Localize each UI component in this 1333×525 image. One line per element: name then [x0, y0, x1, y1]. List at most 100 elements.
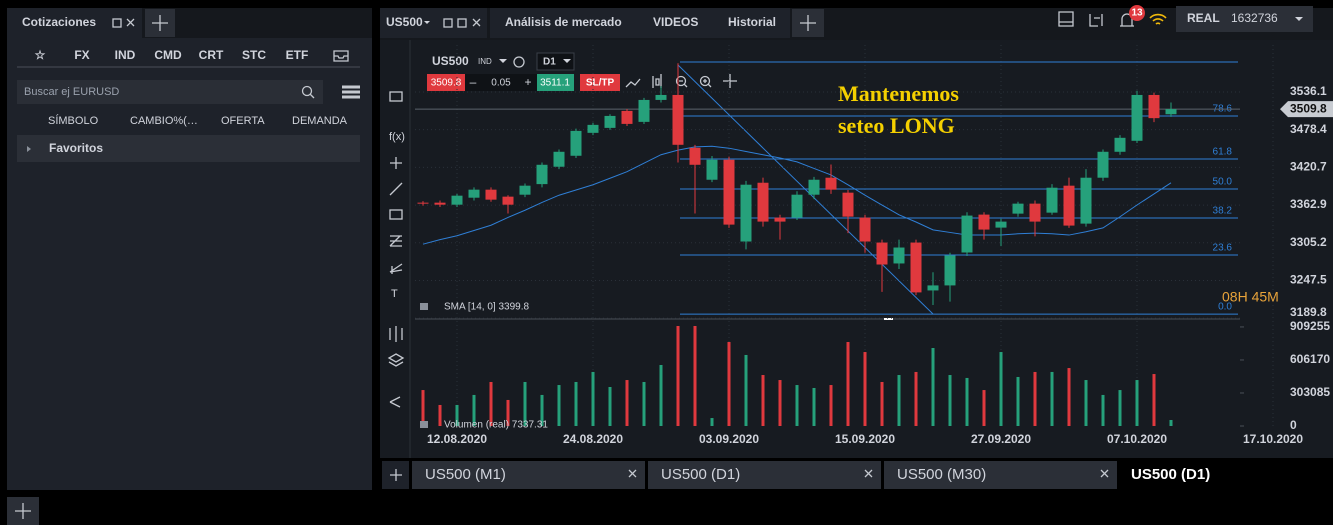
- lot-plus[interactable]: +: [524, 75, 531, 89]
- popout-icon[interactable]: [443, 18, 453, 28]
- ask: 3511.1: [540, 78, 570, 89]
- tool-icon[interactable]: [389, 91, 403, 102]
- chart-tab-label: US500 (D1): [1131, 466, 1210, 483]
- chart-tab[interactable]: [412, 461, 645, 489]
- candle-body: [1165, 109, 1177, 115]
- quotes-tab[interactable]: [7, 8, 142, 38]
- fib-label: 50.0: [1213, 177, 1233, 188]
- tool-icon[interactable]: [389, 326, 403, 342]
- volume-bar: [421, 390, 425, 426]
- volume-bar: [608, 386, 612, 426]
- tool-icon[interactable]: [390, 157, 402, 169]
- lot-box: [465, 74, 537, 91]
- nav-item[interactable]: VIDEOS: [653, 15, 698, 29]
- candle-body: [927, 285, 939, 291]
- candle-body: [1080, 177, 1092, 224]
- copy-icon[interactable]: [457, 18, 467, 28]
- timer: 08H 45M: [1222, 289, 1279, 305]
- volume-bar: [659, 364, 663, 426]
- nav-bar: [490, 8, 790, 38]
- candle-body: [1029, 203, 1041, 222]
- tool-icon[interactable]: [389, 263, 403, 274]
- lot-minus[interactable]: –: [470, 75, 477, 89]
- candle-icon[interactable]: [652, 74, 662, 88]
- asset-tab[interactable]: IND: [115, 48, 136, 62]
- share-icon[interactable]: [389, 396, 401, 408]
- tool-function[interactable]: f(x): [389, 131, 405, 143]
- popout-icon[interactable]: [112, 18, 122, 28]
- close-icon[interactable]: [126, 18, 135, 27]
- wifi-icon: [1149, 13, 1167, 25]
- candle-body: [757, 182, 769, 222]
- volume-bar: [914, 371, 918, 426]
- account-box[interactable]: [1176, 6, 1313, 32]
- layout-icon[interactable]: [1058, 11, 1074, 27]
- chart-symbol: US500: [432, 54, 469, 68]
- nav-item[interactable]: Historial: [728, 15, 776, 29]
- volume-bar: [982, 390, 986, 426]
- tool-icon[interactable]: [389, 182, 403, 196]
- volume-bar: [1067, 368, 1071, 426]
- candle-body: [621, 110, 633, 124]
- list-icon[interactable]: [342, 85, 360, 99]
- line-chart-icon[interactable]: [625, 78, 641, 88]
- fib-label: 61.8: [1213, 147, 1233, 158]
- volume-bar: [761, 375, 765, 426]
- asset-tab[interactable]: FX: [74, 48, 89, 62]
- zoom-out[interactable]: [675, 75, 687, 87]
- info-icon[interactable]: [513, 56, 525, 68]
- chart-tab[interactable]: [380, 8, 487, 38]
- tool-text[interactable]: T: [391, 288, 398, 300]
- last-price-label: 3509.8: [1290, 101, 1327, 115]
- candle-body: [570, 130, 582, 156]
- candle-body: [1063, 185, 1075, 226]
- search-box[interactable]: [17, 80, 323, 104]
- zoom-in[interactable]: [699, 75, 711, 87]
- volume-bar: [778, 380, 782, 426]
- candle-body: [944, 255, 956, 286]
- buy-button[interactable]: [537, 74, 574, 91]
- chart-tab-label: US500 (D1): [661, 466, 740, 483]
- volume-bar: [540, 394, 544, 426]
- asset-tab[interactable]: CMD: [154, 48, 182, 62]
- timeframe-box[interactable]: [536, 52, 575, 71]
- asset-tab[interactable]: ☆: [35, 48, 46, 62]
- volume-bar: [472, 394, 476, 426]
- timeframe: D1: [543, 57, 556, 68]
- search-icon[interactable]: [301, 85, 313, 97]
- volume-bar: [676, 325, 680, 426]
- asset-tab[interactable]: STC: [242, 48, 266, 62]
- chart-tab[interactable]: [648, 461, 881, 489]
- balance: 1632736: [1231, 11, 1278, 25]
- asset-tab[interactable]: CRT: [199, 48, 224, 62]
- favorites-row[interactable]: [17, 135, 360, 162]
- volume-bar: [557, 385, 561, 426]
- inbox-icon[interactable]: [333, 50, 349, 62]
- candle-body: [706, 159, 718, 180]
- funds-icon[interactable]: [1089, 14, 1103, 27]
- bid: 3509.8: [431, 78, 462, 89]
- asset-tab[interactable]: ETF: [286, 48, 309, 62]
- close-icon[interactable]: [472, 18, 481, 27]
- volume-bar: [999, 352, 1003, 426]
- lot[interactable]: 0.05: [491, 78, 511, 89]
- volume-bar: [625, 380, 629, 426]
- candle-body: [808, 179, 820, 195]
- volume-bar: [1033, 371, 1037, 426]
- nav-item[interactable]: Análisis de mercado: [505, 15, 622, 29]
- tool-icon[interactable]: [389, 235, 402, 247]
- y-tick-label: 3420.7: [1290, 159, 1327, 173]
- layers-icon[interactable]: [387, 353, 405, 367]
- candle-body: [825, 177, 837, 190]
- volume-bar: [693, 325, 697, 426]
- sltp-button[interactable]: [580, 74, 620, 91]
- x-tick-label: 15.09.2020: [835, 432, 895, 446]
- candle-body: [655, 94, 667, 100]
- sell-button[interactable]: [427, 74, 465, 91]
- chart-tab[interactable]: [884, 461, 1117, 489]
- y-tick-label: 3189.8: [1290, 305, 1327, 319]
- favorites: Favoritos: [49, 141, 103, 155]
- tool-icon[interactable]: [389, 209, 403, 220]
- candle-body: [553, 151, 565, 167]
- crosshair[interactable]: [723, 74, 737, 88]
